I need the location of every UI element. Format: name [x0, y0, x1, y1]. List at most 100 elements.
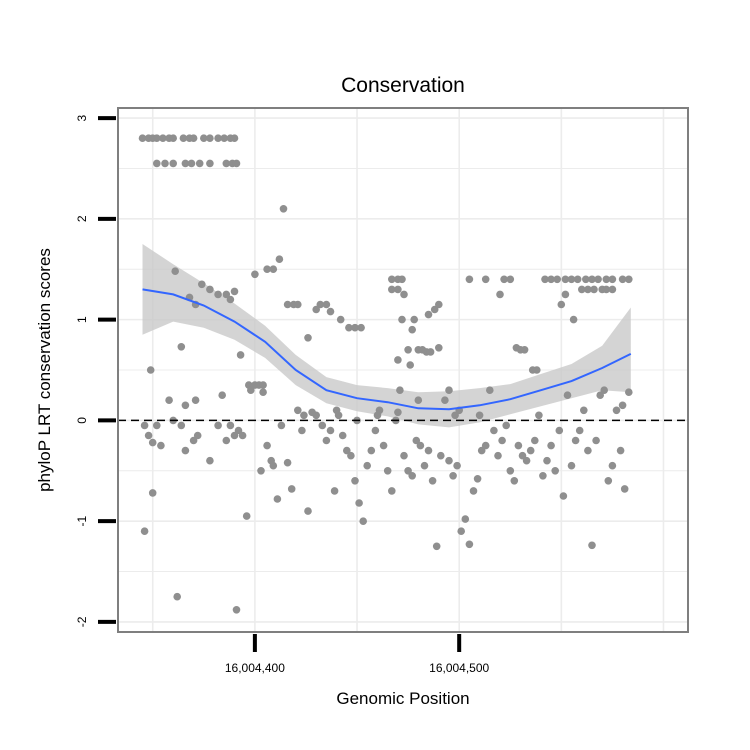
- data-point: [373, 411, 382, 420]
- data-point: [345, 323, 353, 332]
- chart-title: Conservation: [341, 74, 465, 97]
- y-tick-label: -2: [75, 616, 89, 627]
- data-point: [571, 436, 580, 445]
- data-point: [257, 467, 265, 475]
- data-point: [304, 334, 312, 342]
- data-point: [347, 451, 355, 460]
- data-point: [187, 159, 196, 168]
- data-point: [308, 408, 316, 417]
- confidence-ribbon: [142, 244, 631, 428]
- data-point: [625, 388, 633, 397]
- data-point: [502, 421, 511, 430]
- data-point: [412, 436, 421, 445]
- data-point: [398, 275, 406, 284]
- data-point: [220, 134, 228, 142]
- data-point: [138, 134, 147, 142]
- data-point: [181, 401, 190, 410]
- data-point: [518, 451, 527, 460]
- data-point: [435, 344, 443, 352]
- data-point: [238, 431, 247, 440]
- data-point: [279, 205, 288, 213]
- data-point: [498, 436, 506, 445]
- data-point: [326, 307, 335, 316]
- data-point: [234, 426, 243, 435]
- data-point: [404, 467, 412, 475]
- data-point: [604, 477, 613, 485]
- data-point: [191, 396, 200, 405]
- x-tick-label: 16,004,400: [225, 661, 285, 675]
- data-point: [420, 461, 429, 470]
- data-point: [555, 426, 564, 435]
- data-point: [592, 436, 600, 445]
- data-point: [367, 446, 376, 455]
- data-point: [269, 461, 278, 470]
- data-point: [388, 275, 396, 284]
- data-point: [214, 134, 222, 142]
- data-point: [453, 461, 461, 470]
- data-point: [457, 527, 466, 535]
- data-point: [263, 441, 271, 450]
- data-point: [357, 323, 365, 332]
- data-point: [432, 542, 441, 551]
- data-point: [602, 285, 611, 294]
- data-point: [616, 446, 625, 455]
- data-point: [193, 431, 202, 440]
- data-point: [343, 446, 351, 455]
- data-point: [428, 477, 437, 485]
- data-point: [618, 275, 627, 284]
- data-point: [400, 290, 408, 299]
- data-point: [510, 477, 519, 485]
- data-point: [473, 475, 482, 483]
- data-point: [535, 411, 543, 420]
- y-tick-label: 0: [75, 417, 89, 424]
- y-tick-label: 3: [75, 114, 89, 121]
- data-point: [553, 275, 561, 284]
- data-point: [177, 421, 186, 430]
- data-point: [316, 300, 325, 309]
- data-point: [189, 134, 198, 142]
- data-point: [394, 356, 402, 364]
- data-point: [396, 386, 404, 395]
- x-tick-label: 16,004,500: [429, 661, 489, 675]
- data-point: [144, 431, 153, 440]
- data-point: [322, 436, 331, 445]
- data-point: [465, 275, 474, 284]
- data-point: [148, 489, 157, 497]
- data-point: [547, 275, 555, 284]
- data-point: [437, 451, 445, 460]
- data-point: [561, 275, 570, 284]
- data-point: [398, 315, 406, 324]
- data-point: [169, 134, 177, 142]
- data-point: [140, 421, 149, 430]
- data-point: [430, 305, 439, 314]
- data-point: [263, 265, 271, 274]
- data-point: [179, 134, 188, 142]
- data-point: [500, 275, 508, 284]
- data-point: [379, 441, 388, 450]
- data-point: [247, 386, 255, 395]
- data-point: [594, 275, 602, 284]
- data-point: [531, 436, 539, 445]
- data-point: [575, 426, 584, 435]
- data-point: [157, 441, 165, 450]
- plot-frame: [117, 107, 689, 633]
- data-point: [602, 275, 611, 284]
- data-point: [543, 456, 551, 465]
- data-point: [620, 485, 629, 493]
- data-point: [588, 275, 596, 284]
- data-point: [481, 275, 490, 284]
- data-point: [294, 406, 302, 415]
- data-point: [232, 606, 241, 614]
- data-point: [410, 315, 419, 324]
- data-point: [146, 366, 155, 374]
- data-point: [520, 346, 529, 354]
- data-point: [222, 159, 231, 168]
- data-point: [222, 436, 231, 445]
- y-tick-label: 2: [75, 215, 89, 222]
- data-point: [230, 287, 239, 296]
- data-point: [195, 159, 204, 168]
- data-point: [232, 159, 241, 168]
- data-point: [326, 426, 335, 435]
- data-point: [578, 285, 586, 294]
- data-point: [388, 285, 396, 294]
